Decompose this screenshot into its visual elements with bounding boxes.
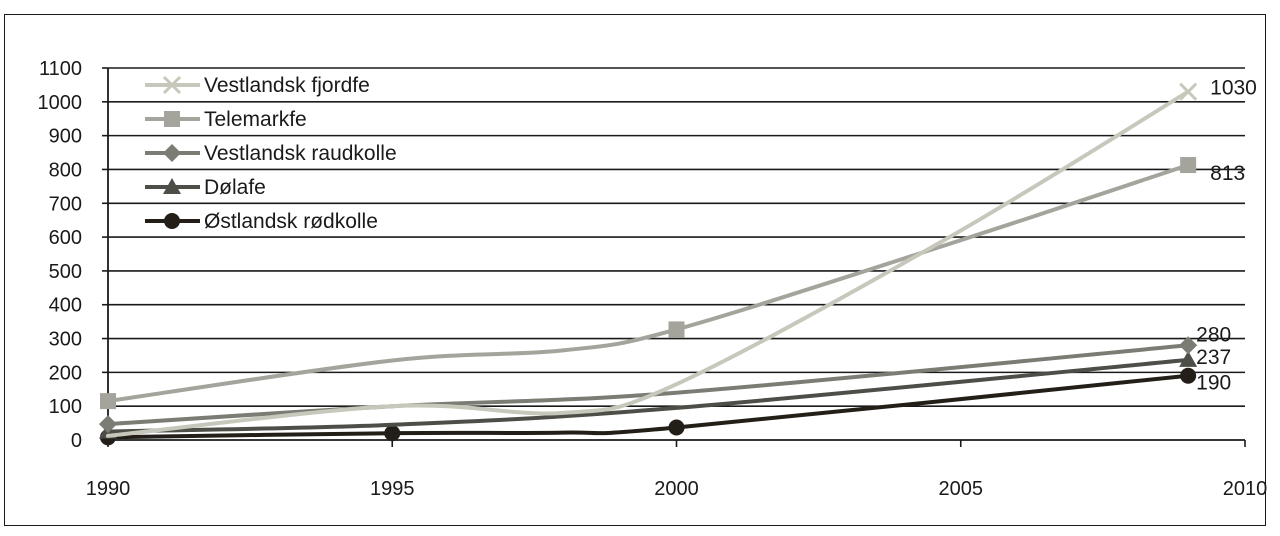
series-telemarkfe: [100, 157, 1197, 410]
y-tick-label: 500: [49, 261, 82, 283]
series-vestlandsk-raudkolle: [99, 336, 1198, 434]
legend-label: Dølafe: [204, 176, 266, 199]
y-tick-label: 1100: [39, 58, 82, 80]
legend-item-ostlandsk-rodkolle: Østlandsk rødkolle: [145, 210, 378, 233]
legend-label: Vestlandsk fjordfe: [204, 74, 370, 97]
legend-label: Telemarkfe: [204, 108, 307, 131]
legend-marker: [162, 75, 182, 95]
end-label-vestlandsk-fjordfe: 1030: [1210, 77, 1257, 100]
x-tick-label: 2000: [654, 478, 699, 500]
series-line: [106, 343, 1191, 427]
legend-marker: [164, 111, 180, 127]
y-tick-label: 600: [49, 227, 82, 249]
series-vestlandsk-fjordfe: [106, 82, 1198, 438]
y-tick-labels: 0 100 200 300 400 500 600 700 800 900 1000 1100: [38, 58, 83, 452]
data-point: [384, 425, 401, 442]
series-line: [106, 357, 1191, 434]
legend-label: Vestlandsk raudkolle: [204, 142, 397, 165]
legend-marker: [164, 213, 180, 229]
legend: Vestlandsk fjordfe Telemarkfe Vestlandsk r…: [145, 74, 397, 233]
series-ostlandsk-rodkolle: [100, 367, 1197, 446]
end-label-telemarkfe: 813: [1210, 162, 1245, 185]
data-point: [1180, 157, 1197, 174]
marker-stroke: [1179, 82, 1198, 101]
data-point: [100, 393, 116, 410]
x-tick-label: 2005: [939, 478, 984, 500]
data-point: [99, 415, 117, 434]
x-tick-label: 1990: [86, 478, 131, 500]
series-line: [106, 163, 1191, 404]
data-point: [1179, 82, 1198, 101]
y-tick-label: 1000: [38, 92, 83, 114]
y-tick-label: 400: [49, 295, 82, 317]
y-tick-label: 700: [49, 193, 82, 215]
y-tick-label: 800: [49, 159, 82, 181]
axes: [107, 68, 1245, 441]
legend-item-telemarkfe: Telemarkfe: [145, 108, 307, 131]
legend-item-vestlandsk-fjordfe: Vestlandsk fjordfe: [145, 74, 370, 97]
y-tick-label: 300: [49, 329, 82, 351]
legend-marker: [163, 144, 181, 162]
end-label-dolafe: 237: [1196, 346, 1231, 369]
end-label-vestlandsk-raudkolle: 280: [1196, 323, 1231, 346]
y-tick-label: 200: [49, 362, 82, 384]
y-tick-label: 900: [49, 126, 82, 148]
data-point: [668, 419, 685, 436]
series-line: [106, 89, 1191, 438]
x-tick-label: 2010: [1223, 478, 1268, 500]
legend-item-vestlandsk-raudkolle: Vestlandsk raudkolle: [145, 142, 397, 165]
series-lines: [99, 82, 1198, 446]
data-point: [1179, 336, 1198, 355]
data-point: [1179, 350, 1198, 367]
data-point: [668, 321, 685, 338]
x-tick-label: 1995: [370, 478, 415, 500]
gridlines: [102, 67, 1246, 447]
y-tick-label: 0: [71, 430, 82, 452]
marker-stroke: [162, 75, 182, 95]
legend-item-dolafe: Dølafe: [145, 176, 266, 199]
x-tick-labels: 1990 1995 2000 2005 2010: [86, 478, 1268, 500]
legend-marker: [163, 178, 181, 194]
end-label-ostlandsk-rodkolle: 190: [1196, 372, 1231, 395]
y-tick-label: 100: [49, 396, 82, 418]
data-point: [1180, 367, 1197, 384]
series-line: [106, 373, 1191, 440]
legend-label: Østlandsk rødkolle: [204, 210, 378, 233]
